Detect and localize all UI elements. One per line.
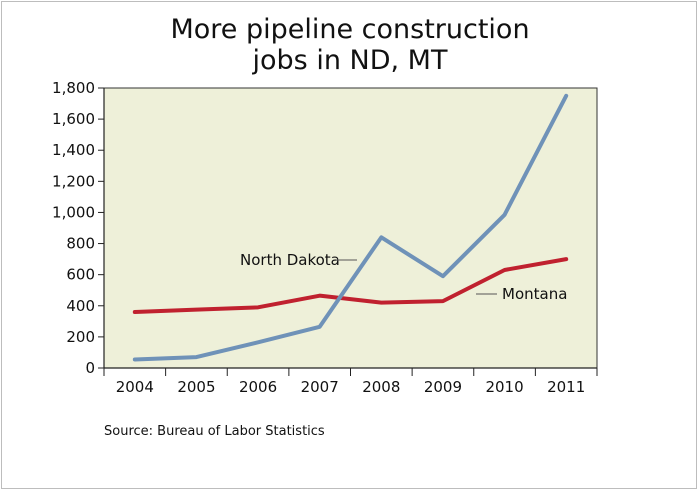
x-tick-label: 2011: [547, 378, 585, 396]
y-tick-label: 200: [66, 328, 95, 346]
y-axis: 0 200 400 600 800 1,000 1,200 1,400 1,600 1,800: [52, 79, 104, 377]
y-tick-label: 1,800: [52, 79, 95, 97]
y-tick-label: 0: [85, 359, 95, 377]
y-tick-label: 1,400: [52, 141, 95, 159]
chart-title-line-1: More pipeline construction: [170, 14, 530, 45]
chart-title-line-2: jobs in ND, MT: [252, 45, 448, 76]
x-tick-label: 2005: [177, 378, 215, 396]
series-group: [132, 93, 569, 362]
y-tick-label: 1,200: [52, 172, 95, 190]
y-tick-label: 1,000: [52, 203, 95, 221]
y-tick-label: 800: [66, 235, 95, 253]
montana-line: [132, 257, 569, 314]
montana-label: Montana: [502, 285, 567, 303]
x-tick-label: 2007: [301, 378, 339, 396]
chart-title: More pipeline construction jobs in ND, M…: [0, 14, 700, 76]
north-dakota-line: [132, 93, 569, 362]
y-tick-label: 1,600: [52, 110, 95, 128]
x-tick-label: 2010: [485, 378, 523, 396]
x-tick-label: 2008: [362, 378, 400, 396]
source-note: Source: Bureau of Labor Statistics: [104, 424, 325, 439]
y-tick-label: 400: [66, 297, 95, 315]
north-dakota-label: North Dakota: [240, 251, 340, 269]
y-tick-label: 600: [66, 266, 95, 284]
x-axis: 2004 2005 2006 2007 2008 2009 2010 2011: [103, 368, 598, 396]
x-tick-label: 2004: [116, 378, 154, 396]
x-tick-label: 2006: [239, 378, 277, 396]
plot-area: [103, 87, 598, 369]
x-tick-label: 2009: [424, 378, 462, 396]
